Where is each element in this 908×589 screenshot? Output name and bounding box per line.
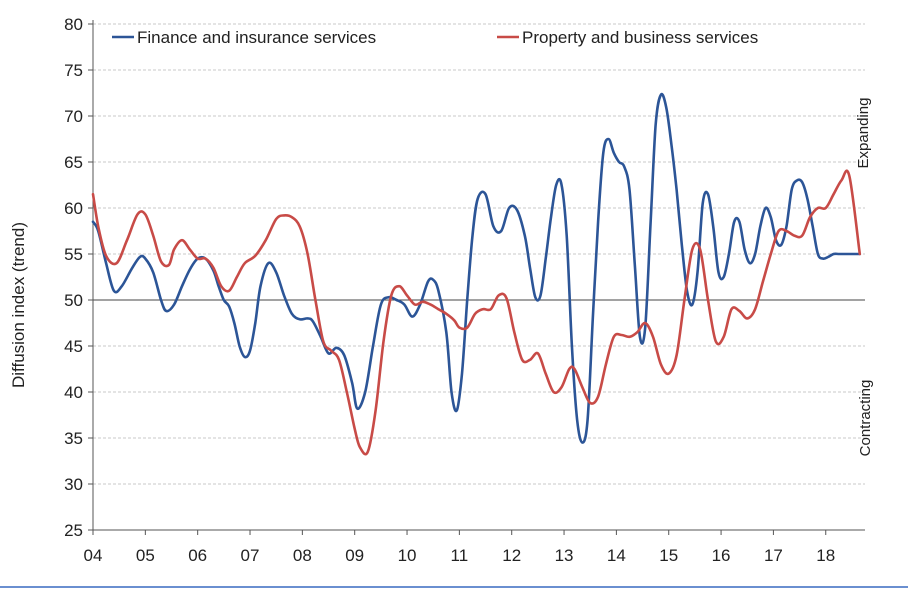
legend-label-property: Property and business services	[522, 28, 758, 47]
x-tick-15: 15	[659, 546, 678, 565]
y-tick-65: 65	[64, 153, 83, 172]
y-tick-25: 25	[64, 521, 83, 540]
x-tick-08: 08	[293, 546, 312, 565]
series-lines	[91, 92, 862, 456]
contracting-label: Contracting	[857, 380, 874, 457]
gridlines	[88, 23, 865, 531]
x-tick-12: 12	[502, 546, 521, 565]
legend: Finance and insurance services Property …	[112, 28, 758, 47]
legend-label-finance: Finance and insurance services	[137, 28, 376, 47]
x-tick-05: 05	[136, 546, 155, 565]
x-tick-06: 06	[188, 546, 207, 565]
x-tick-11: 11	[451, 546, 469, 565]
y-tick-70: 70	[64, 107, 83, 126]
expanding-label: Expanding	[855, 98, 872, 169]
y-axis-title: Diffusion index (trend)	[9, 222, 28, 388]
x-tick-09: 09	[345, 546, 364, 565]
x-tick-17: 17	[764, 546, 783, 565]
y-tick-80: 80	[64, 15, 83, 34]
x-tick-18: 18	[816, 546, 835, 565]
y-tick-40: 40	[64, 383, 83, 402]
x-tick-10: 10	[398, 546, 417, 565]
y-tick-75: 75	[64, 61, 83, 80]
y-tick-50: 50	[64, 291, 83, 310]
y-tick-35: 35	[64, 429, 83, 448]
axes	[92, 20, 865, 531]
x-tick-07: 07	[241, 546, 260, 565]
x-tick-04: 04	[84, 546, 103, 565]
series-line-property	[91, 169, 862, 456]
y-tick-45: 45	[64, 337, 83, 356]
x-tick-14: 14	[607, 546, 626, 565]
y-tick-30: 30	[64, 475, 83, 494]
x-tick-13: 13	[555, 546, 574, 565]
x-tick-16: 16	[712, 546, 731, 565]
x-tick-labels: 04 05 06 07 08 09 10 11 12 13 14 15 16 17 18	[84, 530, 835, 565]
y-tick-labels: 25 30 35 40 45 50 55 60 65 70 75 80	[64, 15, 83, 540]
y-tick-55: 55	[64, 245, 83, 264]
series-line-finance	[91, 92, 862, 444]
y-tick-60: 60	[64, 199, 83, 218]
